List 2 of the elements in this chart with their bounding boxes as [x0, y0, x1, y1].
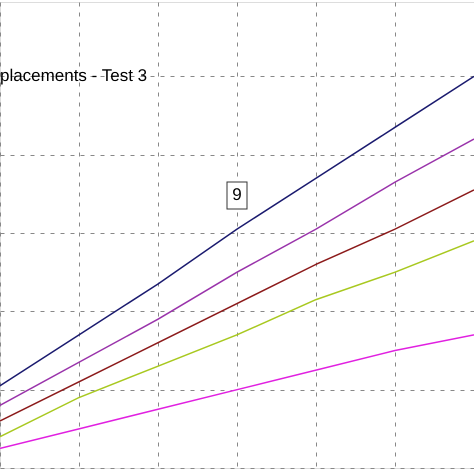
- annotation: 9: [232, 185, 242, 204]
- chart-title: placements - Test 3: [0, 66, 148, 85]
